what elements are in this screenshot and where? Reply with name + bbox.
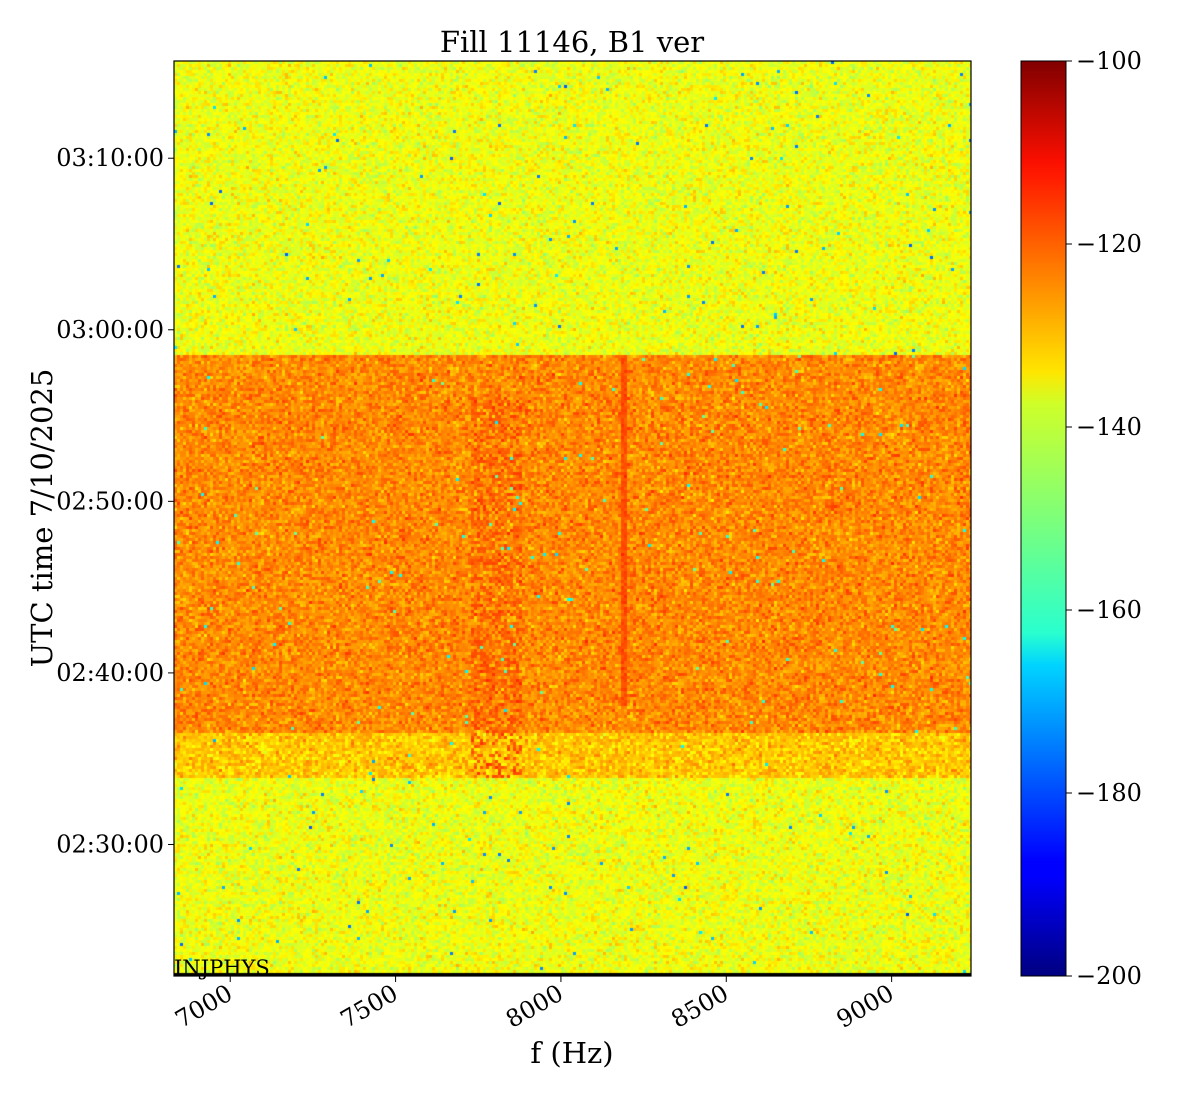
colorbar-tick-label: −120 [1076,230,1142,258]
y-axis: 02:30:00 02:40:00 02:50:00 03:00:00 03:10:00 [56,144,174,858]
heatmap-canvas [174,61,971,976]
x-tick-label: 7000 [170,979,237,1034]
y-tick-label: 02:30:00 [56,830,164,858]
colorbar-gradient [1020,60,1067,977]
heatmap-plot-area [173,60,972,977]
colorbar-tick-label: −100 [1076,47,1142,75]
x-axis: 7000 7500 8000 8500 9000 [170,976,899,1034]
x-tick-label: 9000 [832,979,899,1034]
y-tick-label: 03:10:00 [56,144,164,172]
annotation-label: INJPHYS [174,956,270,980]
colorbar: −100 −120 −140 −160 −180 −200 [1020,47,1142,990]
colorbar-tick-label: −200 [1076,962,1142,990]
y-axis-label: UTC time 7/10/2025 [25,369,59,668]
x-tick-label: 8500 [666,979,733,1034]
y-tick-label: 03:00:00 [56,316,164,344]
colorbar-ticks: −100 −120 −140 −160 −180 −200 [1066,47,1142,990]
colorbar-tick-label: −160 [1076,596,1142,624]
y-tick-label: 02:50:00 [56,487,164,515]
x-axis-label: f (Hz) [530,1036,613,1070]
colorbar-tick-label: −180 [1076,779,1142,807]
x-tick-label: 7500 [336,979,403,1034]
colorbar-tick-label: −140 [1076,413,1142,441]
plot-frame [173,60,972,977]
y-tick-label: 02:40:00 [56,659,164,687]
x-tick-label: 8000 [501,979,568,1034]
chart-title: Fill 11146, B1 ver [440,25,704,59]
